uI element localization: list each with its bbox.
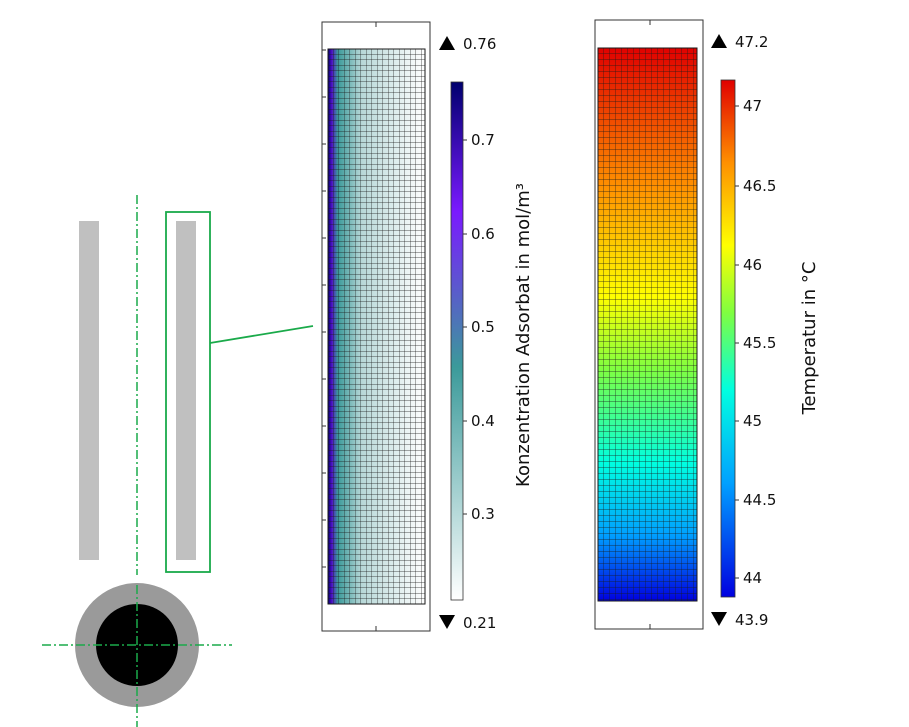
temp-tick-label: 46.5: [743, 177, 776, 195]
temp-colorbar: [720, 79, 736, 598]
temp-max-marker-icon: [711, 34, 727, 48]
temp-min-marker-icon: [711, 612, 727, 626]
temp-tick-label: 44: [743, 569, 762, 587]
tube-schematic: [42, 195, 314, 727]
conc-colorbar-ticks: [463, 139, 467, 515]
temp-tick-label: 45: [743, 412, 762, 430]
temp-min-label: 43.9: [735, 611, 768, 629]
temp-tick-label: 45.5: [743, 334, 776, 352]
tube-wall-right: [176, 221, 196, 560]
conc-min-label: 0.21: [463, 614, 496, 632]
conc-mesh: [327, 48, 426, 605]
conc-tick-label: 0.4: [471, 412, 495, 430]
tube-wall-left: [79, 221, 99, 560]
conc-max-marker-icon: [439, 36, 455, 50]
conc-tick-label: 0.3: [471, 505, 495, 523]
temp-mesh: [597, 47, 698, 602]
conc-tick-label: 0.5: [471, 318, 495, 336]
conc-max-label: 0.76: [463, 35, 496, 53]
temp-max-label: 47.2: [735, 33, 768, 51]
temp-tick-label: 47: [743, 97, 762, 115]
temperature-plot: 47.2 43.9 47 46.5 46 45.5 45 44.5 44 Tem…: [594, 19, 820, 630]
temp-tick-label: 46: [743, 256, 762, 274]
conc-tick-label: 0.6: [471, 225, 495, 243]
temp-colorbar-title: Temperatur in °C: [799, 262, 820, 416]
conc-frame-ticks: [322, 22, 377, 631]
detail-highlight-box: [165, 211, 211, 573]
conc-colorbar: [450, 81, 464, 601]
conc-colorbar-title: Konzentration Adsorbat in mol/m³: [513, 183, 534, 487]
conc-tick-label: 0.7: [471, 131, 495, 149]
conc-min-marker-icon: [439, 615, 455, 629]
detail-connector-line: [209, 325, 314, 344]
concentration-plot: 0.76 0.21 0.7 0.6 0.5 0.4 0.3 Konzentrat…: [321, 21, 534, 632]
temp-colorbar-ticks: [735, 105, 739, 579]
temp-tick-label: 44.5: [743, 491, 776, 509]
